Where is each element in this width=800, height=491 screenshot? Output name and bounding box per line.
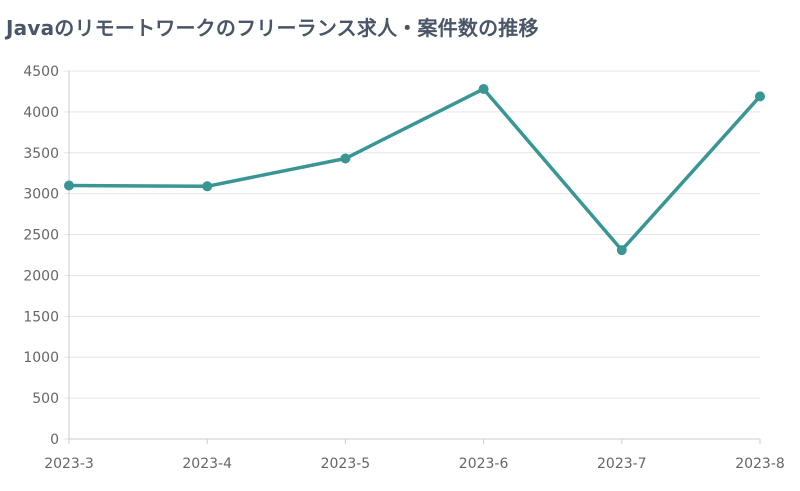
y-tick-label-3000: 3000 [23,187,59,203]
x-tick-label-2023-5: 2023-5 [321,456,371,472]
y-tick-label-1500: 1500 [23,309,59,325]
x-tick-label-2023-7: 2023-7 [597,456,647,472]
x-tick-label-2023-8: 2023-8 [735,456,785,472]
data-point-2023-5 [340,153,351,164]
data-point-2023-8 [755,91,765,102]
series-line-0 [67,87,762,252]
data-point-2023-6 [478,83,489,94]
y-tick-label-4500: 4500 [23,64,59,80]
y-tick-label-500: 500 [32,391,59,407]
x-tick-label-2023-4: 2023-4 [182,456,232,472]
data-point-2023-7 [616,245,627,256]
x-tick-label-2023-6: 2023-6 [459,456,509,472]
chart-title: Javaのリモートワークのフリーランス求人・案件数の推移 [6,16,539,40]
data-point-2023-4 [202,181,213,192]
y-tick-label-2000: 2000 [23,268,59,284]
y-tick-label-0: 0 [50,432,59,448]
y-tick-label-3500: 3500 [23,146,59,162]
data-point-2023-3 [64,180,74,191]
y-tick-label-4000: 4000 [23,105,59,121]
x-tick-label-2023-3: 2023-3 [44,456,94,472]
y-tick-label-1000: 1000 [23,350,59,366]
y-tick-label-2500: 2500 [23,228,59,244]
